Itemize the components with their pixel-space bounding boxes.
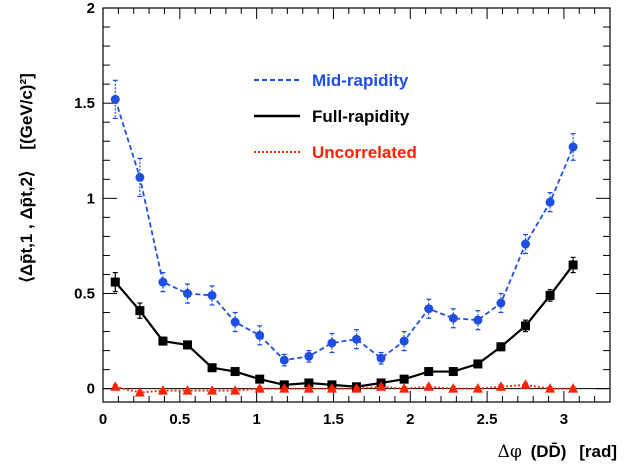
data-point — [279, 383, 290, 393]
data-point — [448, 367, 458, 377]
series-uncorrelated — [110, 379, 579, 397]
x-axis-title: Δφ (DD̄) [rad] — [498, 442, 617, 462]
series-layer — [110, 79, 579, 397]
data-point — [399, 374, 409, 384]
data-point — [424, 304, 434, 314]
data-point — [230, 317, 240, 327]
y-axis-title: ⟨Δp̄t,1 , Δp̄t,2⟩ [(GeV/c)²] — [17, 73, 36, 283]
data-point — [472, 383, 483, 393]
legend-label: Full-rapidity — [312, 107, 410, 126]
data-point — [255, 330, 265, 340]
data-point — [448, 313, 458, 323]
data-point — [303, 383, 314, 393]
data-point — [135, 306, 145, 316]
x-tick-label: 1 — [252, 411, 260, 428]
x-axis-title-pair: (DD̄) — [531, 442, 567, 461]
data-point — [521, 321, 530, 331]
data-point — [473, 359, 483, 369]
series-full-rapidity — [110, 256, 578, 392]
y-tick-label: 0.5 — [74, 286, 95, 303]
data-point — [376, 353, 386, 363]
y-axis-title-label: ⟨Δp̄t,1 , Δp̄t,2⟩ — [17, 170, 36, 282]
data-point — [110, 277, 120, 287]
data-point — [207, 385, 218, 395]
data-point — [568, 383, 579, 393]
data-point — [376, 381, 387, 391]
y-axis-title-unit: [(GeV/c)²] — [17, 73, 36, 150]
legend-label: Mid-rapidity — [312, 71, 409, 90]
data-point — [352, 334, 361, 344]
data-point — [520, 379, 531, 389]
data-point — [473, 315, 483, 325]
data-point — [183, 340, 192, 350]
data-point — [207, 363, 217, 373]
data-point — [110, 94, 120, 104]
data-point — [183, 289, 192, 299]
data-point — [399, 383, 410, 393]
data-point — [327, 338, 337, 348]
x-tick-label: 0 — [99, 411, 107, 428]
y-tick-label: 1 — [87, 190, 95, 207]
data-point — [351, 383, 362, 393]
data-point — [495, 381, 506, 391]
data-point — [326, 383, 337, 393]
data-point — [230, 385, 241, 395]
data-point — [110, 381, 121, 391]
y-tick-label: 0 — [87, 381, 95, 398]
data-point — [423, 381, 434, 391]
data-point — [545, 197, 555, 207]
data-point — [230, 367, 240, 377]
plot-frame: 0 0.5 1 1.5 2 2.5 3 0 0.5 1 1.5 2 — [74, 0, 611, 428]
data-point — [521, 239, 530, 249]
y-tick-label: 2 — [87, 0, 95, 17]
plot-frame-border — [102, 7, 611, 403]
series-mid-rapidity — [110, 79, 578, 367]
x-axis-title-unit: [rad] — [579, 442, 617, 461]
data-point — [158, 336, 168, 346]
y-tick-label: 1.5 — [74, 95, 95, 112]
legend: Mid-rapidity Full-rapidity Uncorrelated — [254, 71, 417, 162]
data-point — [496, 298, 506, 308]
x-tick-label: 2 — [406, 411, 414, 428]
data-point — [255, 374, 265, 384]
data-point — [157, 385, 168, 395]
data-point — [545, 383, 556, 393]
series-line — [115, 383, 574, 394]
data-point — [207, 290, 217, 300]
x-tick-label: 2.5 — [477, 411, 498, 428]
data-point — [568, 142, 578, 152]
data-point — [304, 378, 314, 388]
x-tick-label: 0.5 — [169, 411, 190, 428]
data-point — [545, 290, 555, 300]
data-point — [135, 172, 145, 182]
legend-label: Uncorrelated — [312, 143, 417, 162]
series-line — [114, 264, 575, 388]
data-point — [448, 383, 459, 393]
data-point — [568, 260, 578, 270]
x-tick-label: 3 — [560, 411, 568, 428]
data-point — [134, 386, 145, 397]
x-axis-title-prefix: Δφ — [498, 442, 522, 462]
data-point — [158, 277, 168, 287]
x-tick-label: 1.5 — [323, 411, 344, 428]
data-point — [182, 385, 193, 395]
data-point — [399, 336, 409, 346]
data-point — [496, 342, 506, 352]
data-point — [304, 351, 314, 361]
data-point — [279, 355, 289, 365]
data-point — [254, 383, 265, 393]
series-line — [114, 99, 574, 362]
data-point — [424, 367, 434, 377]
